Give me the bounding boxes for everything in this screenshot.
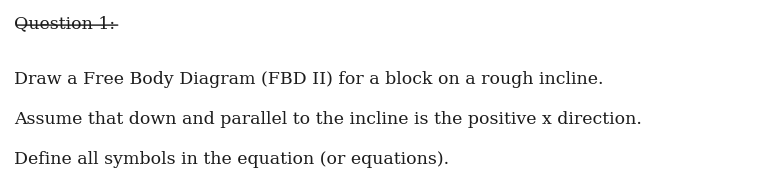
Text: Define all symbols in the equation (or equations).: Define all symbols in the equation (or e… (14, 151, 449, 168)
Text: Assume that down and parallel to the incline is the positive x direction.: Assume that down and parallel to the inc… (14, 111, 642, 128)
Text: Draw a Free Body Diagram (FBD II) for a block on a rough incline.: Draw a Free Body Diagram (FBD II) for a … (14, 71, 604, 88)
Text: Question 1:: Question 1: (14, 15, 115, 32)
